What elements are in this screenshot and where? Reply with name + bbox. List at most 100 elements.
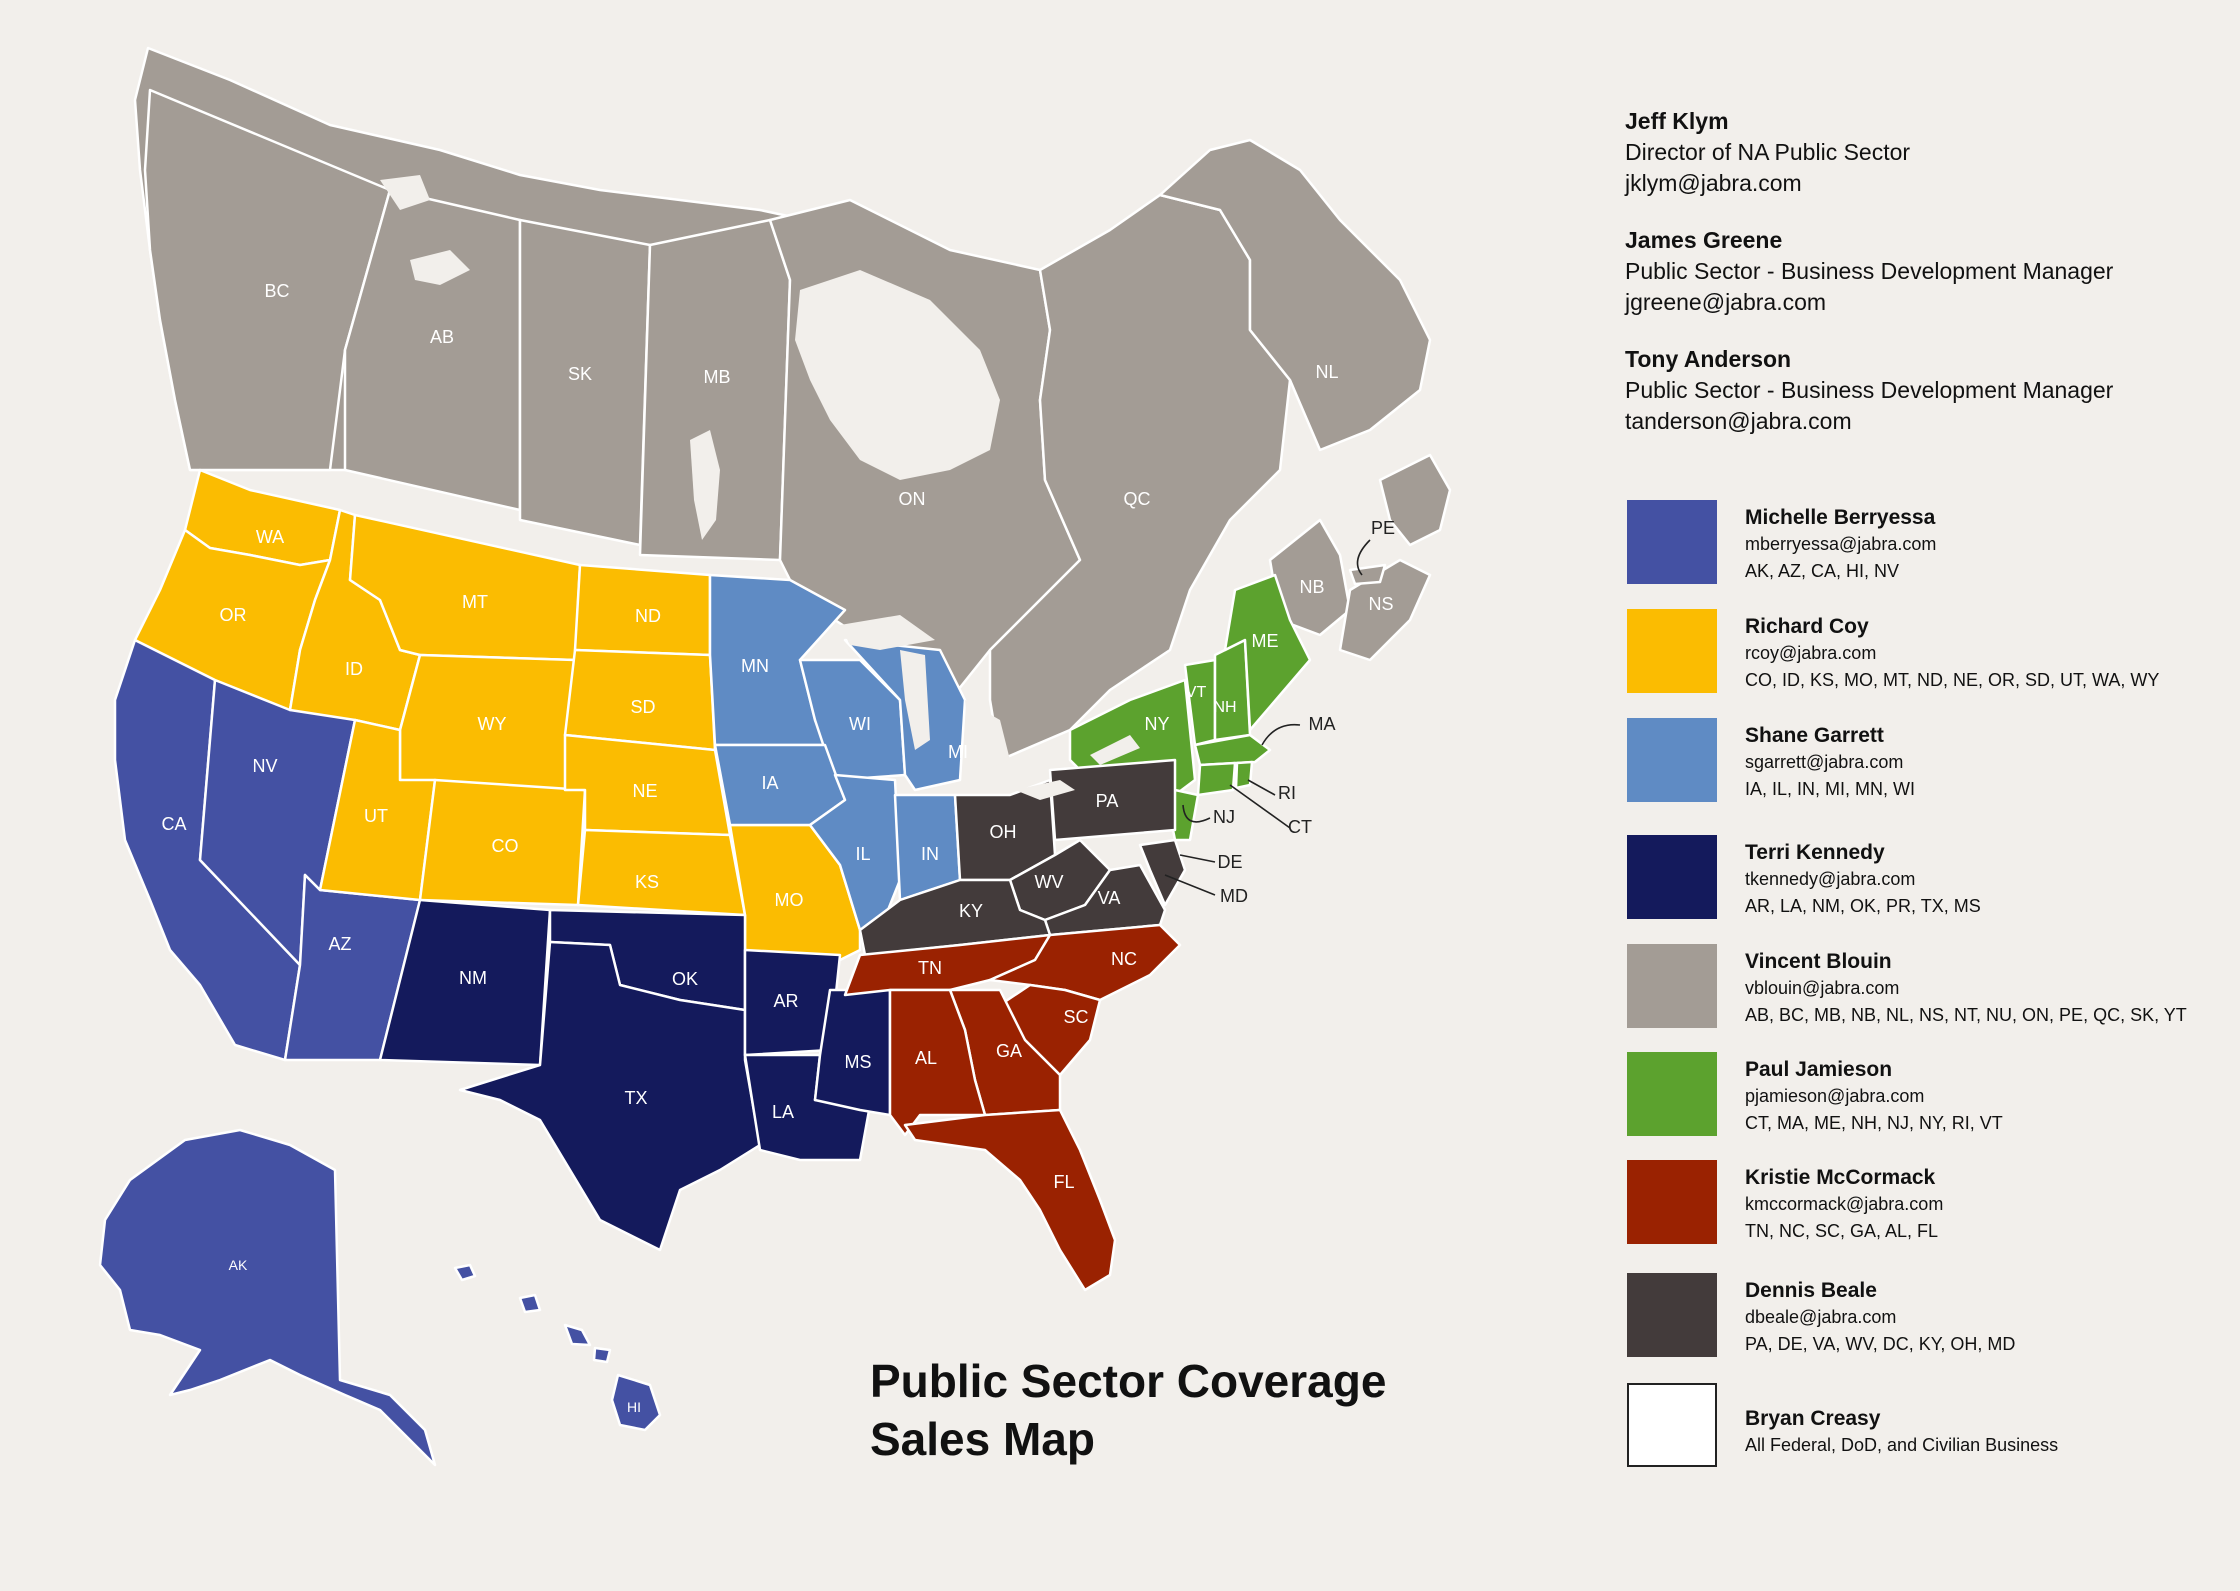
newfoundland-island[interactable]: [1378, 453, 1452, 547]
great-slave-lake: [410, 250, 470, 285]
legend-email[interactable]: kmccormack@jabra.com: [1745, 1194, 1944, 1214]
label-az: AZ: [328, 934, 351, 954]
label-pa: PA: [1096, 791, 1119, 811]
canada-region: [133, 46, 1452, 762]
label-ca: CA: [161, 814, 186, 834]
state-pa[interactable]: [1048, 758, 1177, 842]
legend-name: Kristie McCormack: [1745, 1166, 1936, 1189]
contact-card: James Greene Public Sector - Business De…: [1625, 225, 2225, 318]
label-ma: MA: [1309, 714, 1336, 734]
state-mi[interactable]: [843, 638, 967, 792]
legend-name: Dennis Beale: [1745, 1279, 1877, 1302]
legend-email[interactable]: sgarrett@jabra.com: [1745, 752, 1904, 772]
label-il: IL: [855, 844, 870, 864]
state-ak[interactable]: [98, 1128, 437, 1467]
legend-email[interactable]: dbeale@jabra.com: [1745, 1307, 1897, 1327]
province-pe[interactable]: [1348, 563, 1387, 586]
legend-name: Paul Jamieson: [1745, 1058, 1893, 1081]
legend-email[interactable]: rcoy@jabra.com: [1745, 643, 1877, 663]
legend-swatch: [1627, 1383, 1717, 1467]
label-sk: SK: [568, 364, 592, 384]
legend-item: Vincent Blouin vblouin@jabra.com AB, BC,…: [1627, 944, 2227, 1030]
label-wy: WY: [478, 714, 507, 734]
label-me: ME: [1252, 631, 1279, 651]
contact-name: Tony Anderson: [1625, 346, 1792, 372]
legend-item: Bryan Creasy All Federal, DoD, and Civil…: [1627, 1383, 2227, 1469]
label-nh: NH: [1213, 699, 1236, 716]
legend-item: Terri Kennedy tkennedy@jabra.com AR, LA,…: [1627, 835, 2227, 921]
province-ns[interactable]: [1338, 558, 1432, 662]
label-mi: MI: [948, 742, 968, 762]
label-nb: NB: [1299, 577, 1324, 597]
label-ia: IA: [761, 773, 778, 793]
great-lakes: [840, 615, 1140, 800]
label-tx: TX: [624, 1088, 647, 1108]
label-bc: BC: [264, 281, 289, 301]
contact-email[interactable]: jklym@jabra.com: [1625, 170, 1802, 196]
label-vt: VT: [1186, 684, 1207, 701]
contact-email[interactable]: jgreene@jabra.com: [1625, 289, 1827, 315]
region-mccormack: [843, 923, 1182, 1292]
state-ma[interactable]: [1193, 733, 1272, 767]
state-me[interactable]: [1223, 573, 1312, 732]
legend-email[interactable]: tkennedy@jabra.com: [1745, 869, 1916, 889]
state-tx[interactable]: [458, 940, 762, 1252]
label-qc: QC: [1124, 489, 1151, 509]
legend-swatch: [1627, 944, 1717, 1028]
contact-card: Tony Anderson Public Sector - Business D…: [1625, 344, 2225, 437]
province-ab[interactable]: [343, 188, 522, 512]
legend-states: All Federal, DoD, and Civilian Business: [1745, 1435, 2059, 1455]
legend-states: AR, LA, NM, OK, PR, TX, MS: [1745, 896, 1981, 916]
legend-name: Bryan Creasy: [1745, 1407, 1881, 1430]
hawaii-islands[interactable]: [453, 1263, 612, 1364]
label-md: MD: [1220, 886, 1248, 906]
legend-swatch: [1627, 500, 1717, 584]
contact-email[interactable]: tanderson@jabra.com: [1625, 408, 1852, 434]
label-fl: FL: [1053, 1172, 1074, 1192]
legend-states: IA, IL, IN, MI, MN, WI: [1745, 779, 1916, 799]
contact-role: Public Sector - Business Development Man…: [1625, 258, 2114, 284]
legend-name: Michelle Berryessa: [1745, 506, 1936, 529]
leader-ct: [1229, 784, 1291, 829]
label-al: AL: [915, 1048, 937, 1068]
contact-card: Jeff Klym Director of NA Public Sector j…: [1625, 106, 2225, 199]
label-ns: NS: [1368, 594, 1393, 614]
label-ab: AB: [430, 327, 454, 347]
label-in: IN: [921, 844, 939, 864]
legend-item: Richard Coy rcoy@jabra.com CO, ID, KS, M…: [1627, 609, 2227, 695]
label-nc: NC: [1111, 949, 1137, 969]
contacts-list: Jeff Klym Director of NA Public Sector j…: [1625, 106, 2225, 463]
label-co: CO: [492, 836, 519, 856]
label-sc: SC: [1063, 1007, 1088, 1027]
label-sd: SD: [630, 697, 655, 717]
label-ks: KS: [635, 872, 659, 892]
region-coy: [133, 468, 862, 962]
label-oh: OH: [990, 822, 1017, 842]
leader-ri: [1247, 779, 1276, 796]
legend-states: CO, ID, KS, MO, MT, ND, NE, OR, SD, UT, …: [1745, 670, 2160, 690]
label-la: LA: [772, 1102, 794, 1122]
label-wi: WI: [849, 714, 871, 734]
legend-email[interactable]: vblouin@jabra.com: [1745, 978, 1900, 998]
province-nl[interactable]: [1158, 138, 1432, 452]
label-ne: NE: [632, 781, 657, 801]
state-ct[interactable]: [1196, 761, 1237, 797]
label-ky: KY: [959, 901, 983, 921]
label-nl: NL: [1315, 362, 1338, 382]
legend-swatch: [1627, 718, 1717, 802]
label-nv: NV: [252, 756, 277, 776]
legend-email[interactable]: mberryessa@jabra.com: [1745, 534, 1937, 554]
state-ri[interactable]: [1234, 760, 1254, 790]
region-berryessa: [98, 638, 662, 1467]
legend-item: Shane Garrett sgarrett@jabra.com IA, IL,…: [1627, 718, 2227, 804]
legend-email[interactable]: pjamieson@jabra.com: [1745, 1086, 1925, 1106]
label-ak: AK: [229, 1257, 248, 1273]
state-md-de[interactable]: [1138, 838, 1187, 907]
legend-swatch: [1627, 835, 1717, 919]
state-hi[interactable]: [610, 1373, 662, 1432]
legend-swatch: [1627, 1273, 1717, 1357]
lake-winnipeg: [690, 430, 720, 540]
label-ny: NY: [1144, 714, 1169, 734]
state-ks[interactable]: [576, 828, 747, 917]
state-fl[interactable]: [903, 1108, 1117, 1292]
